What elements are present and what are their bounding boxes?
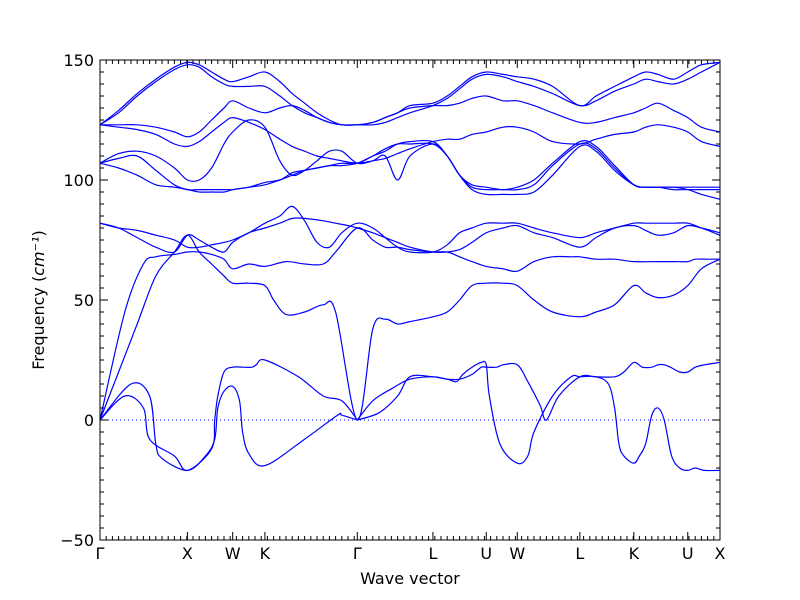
band-curve-9 [99,139,720,196]
band-curve-3 [356,360,721,472]
x-tick-label-7: W [509,544,525,563]
y-tick-label: 100 [63,171,94,190]
x-tick-label-11: X [715,544,726,563]
y-tick-label: 0 [84,411,94,430]
y-tick-label: 150 [63,51,94,70]
y-axis-label-unit: cm⁻¹ [29,237,48,276]
band-curve-4 [357,361,721,421]
axis-ticks [99,59,721,541]
x-tick-label-6: U [480,544,492,563]
x-tick-label-8: L [575,544,584,563]
y-axis-label-unit-open: ( [29,276,48,282]
x-tick-label-4: Γ [353,544,362,563]
x-tick-label-1: X [182,544,193,563]
x-axis-label: Wave vector [360,569,460,588]
y-axis-label: Frequency (cm⁻¹) [29,230,48,370]
dispersion-curves [99,61,721,472]
band-curve-2 [99,358,358,472]
x-tick-label-9: K [629,544,640,563]
x-tick-label-3: K [260,544,271,563]
y-tick-label: 50 [74,291,94,310]
y-axis-label-text: Frequency [29,287,48,370]
band-curve-11 [99,119,720,191]
band-curve-5 [99,227,720,421]
band-curve-15 [99,61,721,126]
y-axis-label-unit-close: ) [29,230,48,236]
band-curve-1 [99,382,358,472]
x-tick-label-5: L [428,544,437,563]
band-curve-10 [99,142,721,200]
x-tick-label-0: Γ [96,544,105,563]
band-curve-8 [99,205,721,254]
band-curve-12 [99,116,721,164]
x-tick-label-2: W [225,544,241,563]
band-curve-14 [99,61,721,126]
band-curve-6 [99,234,721,421]
x-tick-label-10: U [682,544,694,563]
y-tick-label: −50 [60,531,94,550]
